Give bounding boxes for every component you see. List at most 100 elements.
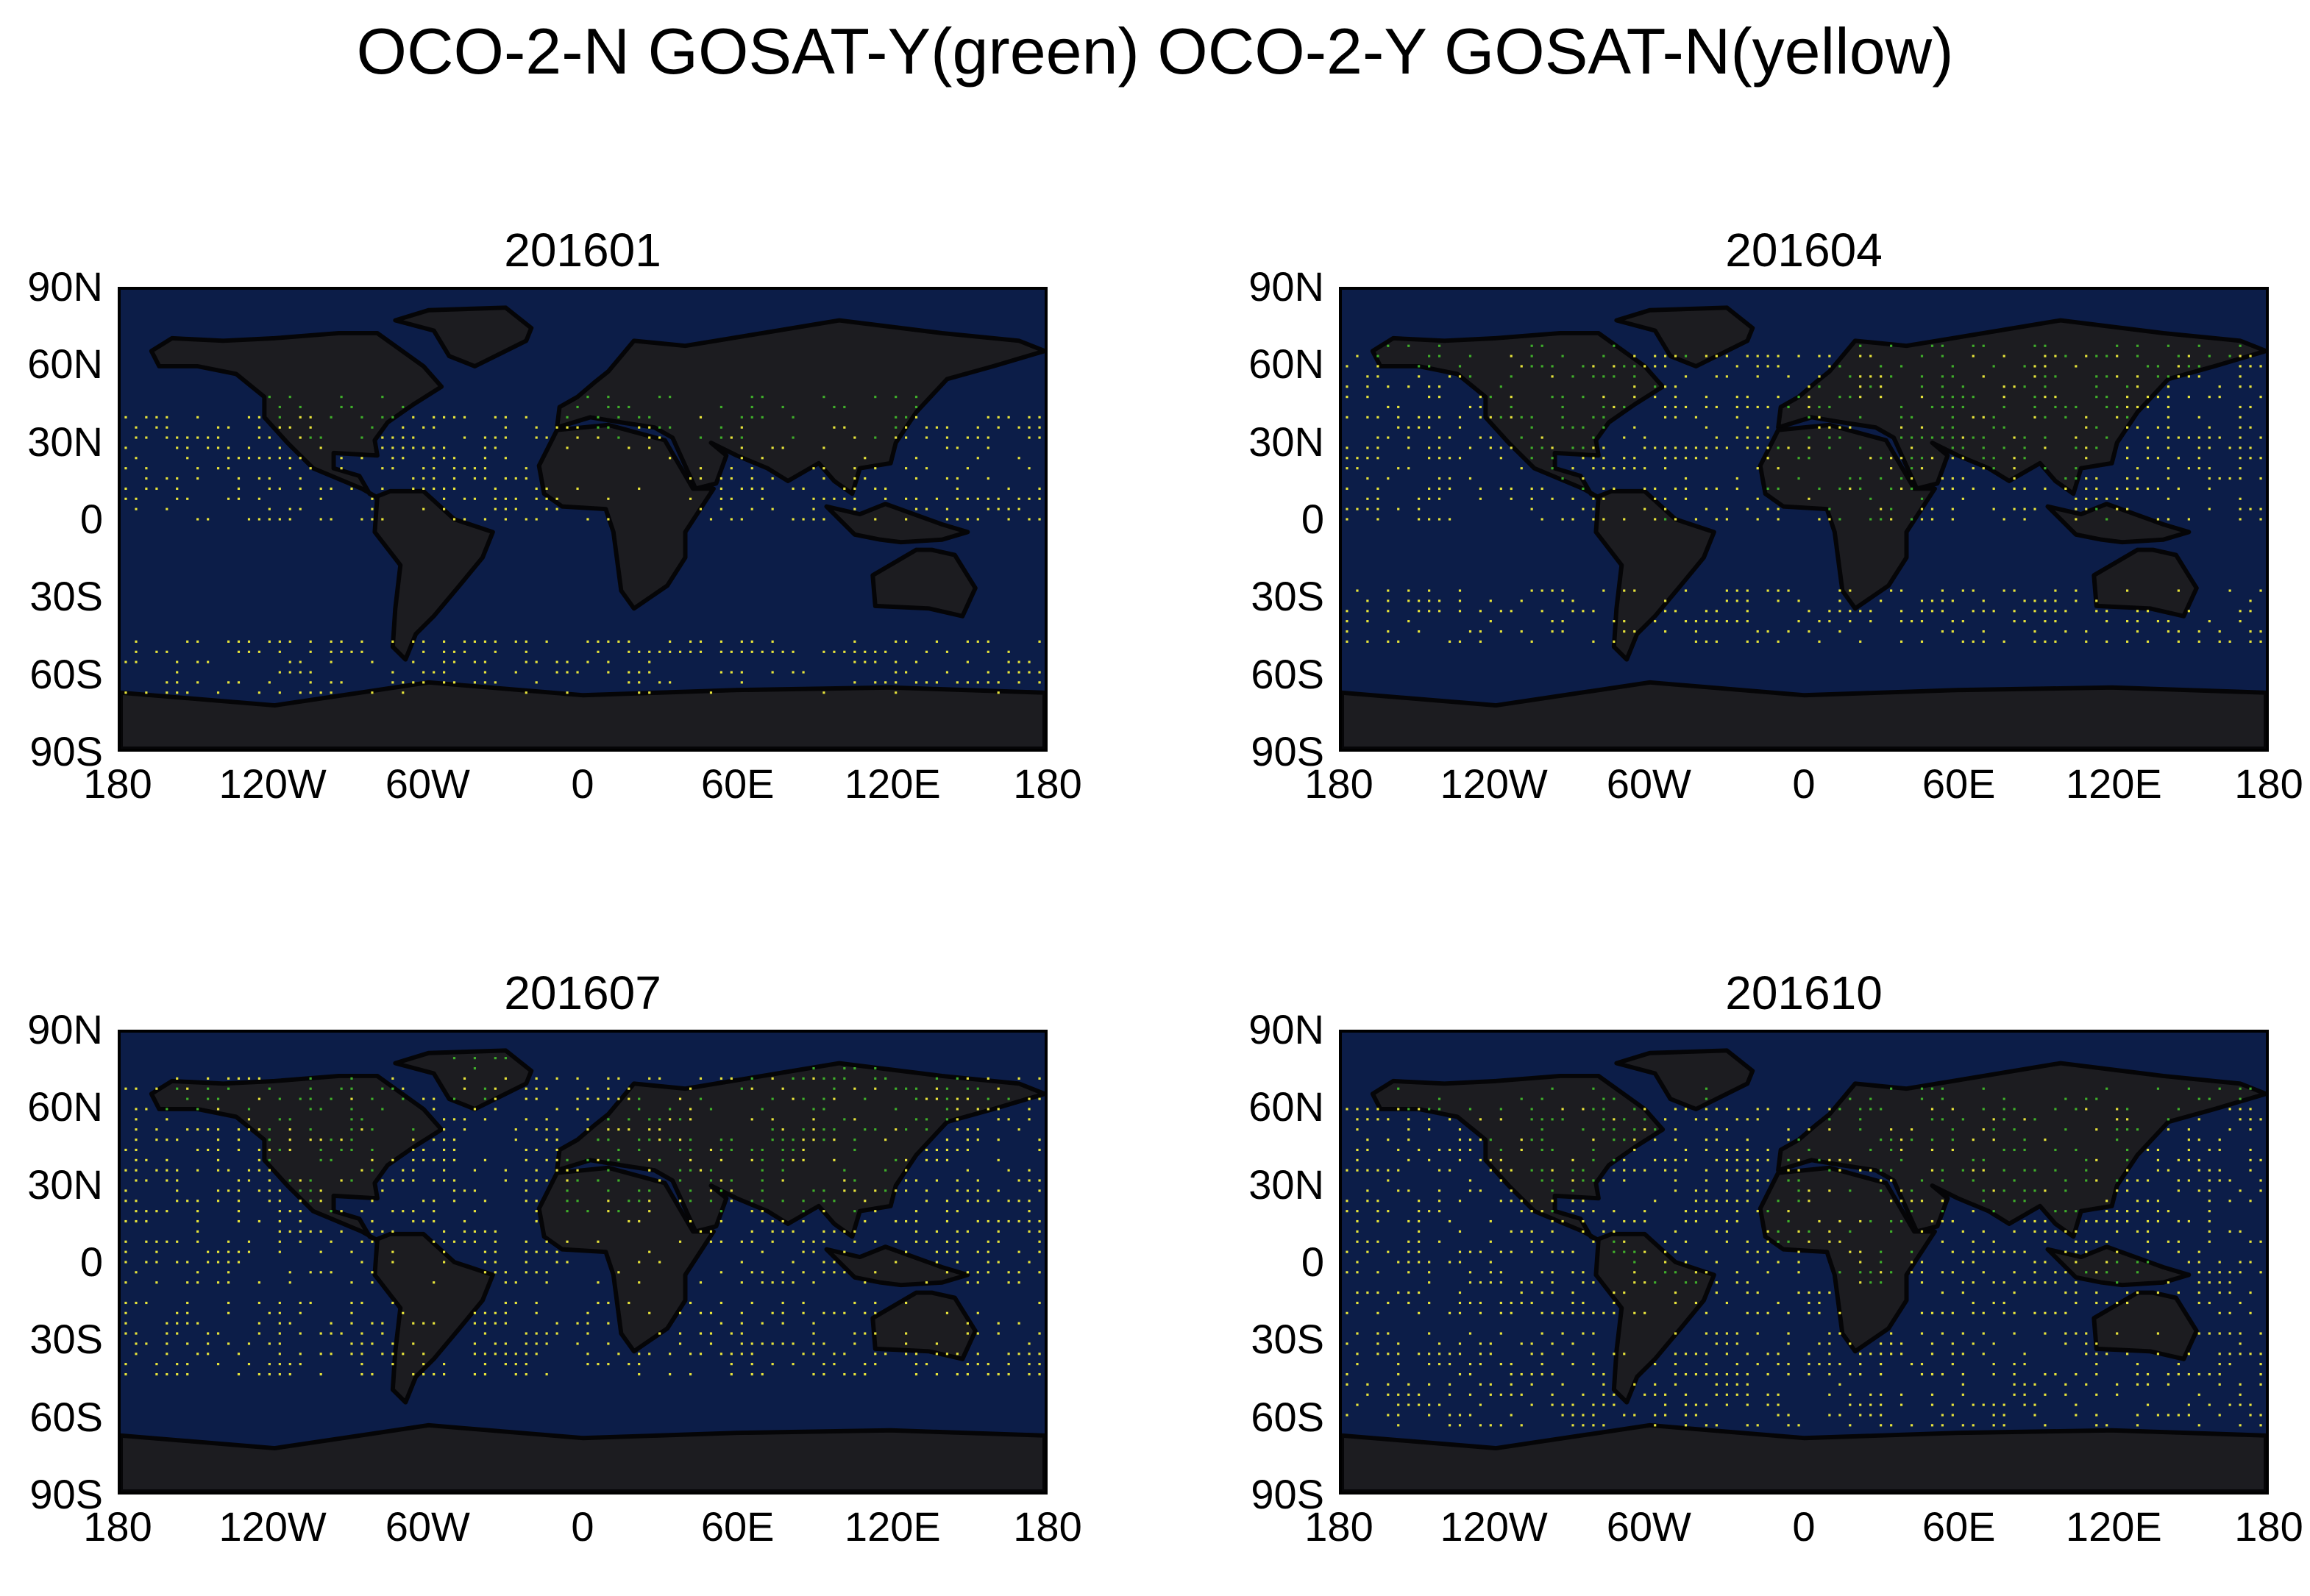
yellow-dot bbox=[2228, 1311, 2231, 1314]
green-dot bbox=[1880, 1108, 1883, 1111]
yellow-dot bbox=[1561, 589, 1564, 592]
yellow-dot bbox=[1520, 1281, 1523, 1284]
yellow-dot bbox=[1007, 1118, 1010, 1121]
yellow-dot bbox=[2044, 446, 2047, 449]
yellow-dot bbox=[1017, 1250, 1020, 1253]
yellow-dot bbox=[473, 1189, 477, 1192]
yellow-dot bbox=[1458, 457, 1462, 460]
yellow-dot bbox=[1838, 426, 1841, 429]
yellow-dot bbox=[525, 1342, 527, 1345]
yellow-dot bbox=[1746, 1424, 1749, 1427]
continent-africa bbox=[1758, 422, 1937, 611]
yellow-dot bbox=[956, 1261, 959, 1264]
yellow-dot bbox=[1838, 1169, 1841, 1172]
yellow-dot bbox=[2177, 1179, 2180, 1182]
yellow-dot bbox=[257, 1128, 260, 1131]
green-dot bbox=[843, 1066, 846, 1070]
yellow-dot bbox=[268, 518, 271, 521]
yellow-dot bbox=[1849, 1424, 1852, 1427]
yellow-dot bbox=[1766, 1403, 1769, 1406]
green-dot bbox=[1437, 1097, 1441, 1100]
green-dot bbox=[2116, 1261, 2119, 1264]
yellow-dot bbox=[1756, 1169, 1759, 1172]
yellow-dot bbox=[935, 681, 939, 684]
green-dot bbox=[309, 1097, 312, 1100]
yellow-dot bbox=[1715, 1393, 1718, 1396]
yellow-dot bbox=[1725, 507, 1728, 510]
yellow-dot bbox=[976, 1219, 979, 1223]
yellow-dot bbox=[186, 1261, 189, 1264]
yellow-dot bbox=[2228, 1179, 2231, 1182]
green-dot bbox=[669, 1139, 672, 1141]
yellow-dot bbox=[771, 1342, 774, 1345]
green-dot bbox=[1499, 1148, 1502, 1152]
yellow-dot bbox=[1694, 1403, 1698, 1406]
green-dot bbox=[381, 1108, 384, 1111]
green-dot bbox=[1859, 416, 1862, 418]
yellow-dot bbox=[1930, 518, 1934, 521]
green-dot bbox=[1428, 355, 1431, 357]
yellow-dot bbox=[1705, 1353, 1708, 1355]
yellow-dot bbox=[1376, 1210, 1379, 1213]
green-dot bbox=[648, 1139, 651, 1141]
yellow-dot bbox=[833, 1261, 836, 1264]
yellow-dot bbox=[1448, 1393, 1451, 1396]
green-dot bbox=[176, 1087, 179, 1090]
yellow-dot bbox=[2126, 405, 2129, 409]
yellow-dot bbox=[1766, 1271, 1769, 1274]
yellow-dot bbox=[740, 1240, 743, 1243]
yellow-dot bbox=[1746, 355, 1749, 357]
yellow-dot bbox=[678, 1332, 682, 1335]
yellow-dot bbox=[2075, 1250, 2078, 1253]
yellow-dot bbox=[1899, 1342, 1903, 1345]
yellow-dot bbox=[2126, 1219, 2129, 1223]
yellow-dot bbox=[1561, 620, 1564, 623]
yellow-dot bbox=[135, 426, 138, 429]
yellow-dot bbox=[638, 691, 641, 694]
yellow-dot bbox=[1346, 630, 1348, 633]
yellow-dot bbox=[740, 446, 743, 449]
yellow-dot bbox=[1715, 1210, 1718, 1213]
yellow-dot bbox=[555, 426, 558, 429]
yellow-dot bbox=[792, 487, 795, 491]
yellow-dot bbox=[1746, 1383, 1749, 1386]
yellow-dot bbox=[2095, 1158, 2098, 1161]
yellow-dot bbox=[483, 671, 487, 674]
green-dot bbox=[1951, 396, 1954, 399]
yellow-dot bbox=[607, 1097, 610, 1100]
yellow-dot bbox=[740, 681, 743, 684]
green-dot bbox=[884, 1077, 887, 1080]
green-dot bbox=[1458, 365, 1462, 368]
yellow-dot bbox=[1458, 1148, 1462, 1152]
yellow-dot bbox=[1428, 1210, 1431, 1213]
yellow-dot bbox=[1818, 1342, 1821, 1345]
yellow-dot bbox=[966, 1169, 969, 1172]
yellow-dot bbox=[1448, 1311, 1451, 1314]
yellow-dot bbox=[545, 1158, 548, 1161]
green-dot bbox=[1869, 1271, 1872, 1274]
yellow-dot bbox=[771, 1230, 774, 1233]
yellow-dot bbox=[433, 467, 436, 470]
yellow-dot bbox=[750, 650, 753, 653]
yellow-dot bbox=[371, 1230, 374, 1233]
yellow-dot bbox=[237, 487, 241, 491]
green-dot bbox=[2054, 375, 2057, 378]
yellow-dot bbox=[1418, 1240, 1421, 1243]
yellow-dot bbox=[781, 1301, 784, 1305]
yellow-dot bbox=[525, 691, 527, 694]
yellow-dot bbox=[2054, 610, 2057, 613]
yellow-dot bbox=[689, 1372, 692, 1376]
yellow-dot bbox=[1387, 1383, 1390, 1386]
yellow-dot bbox=[1982, 1128, 1985, 1131]
yellow-dot bbox=[2156, 1353, 2160, 1355]
yellow-dot bbox=[1849, 1372, 1852, 1376]
green-dot bbox=[730, 1179, 733, 1182]
green-dot bbox=[1920, 355, 1924, 357]
green-dot bbox=[278, 1118, 281, 1121]
yellow-dot bbox=[1366, 1139, 1369, 1141]
green-dot bbox=[350, 1128, 353, 1131]
yellow-dot bbox=[740, 518, 743, 521]
yellow-dot bbox=[2208, 620, 2211, 623]
yellow-dot bbox=[2033, 1383, 2036, 1386]
yellow-dot bbox=[176, 487, 179, 491]
